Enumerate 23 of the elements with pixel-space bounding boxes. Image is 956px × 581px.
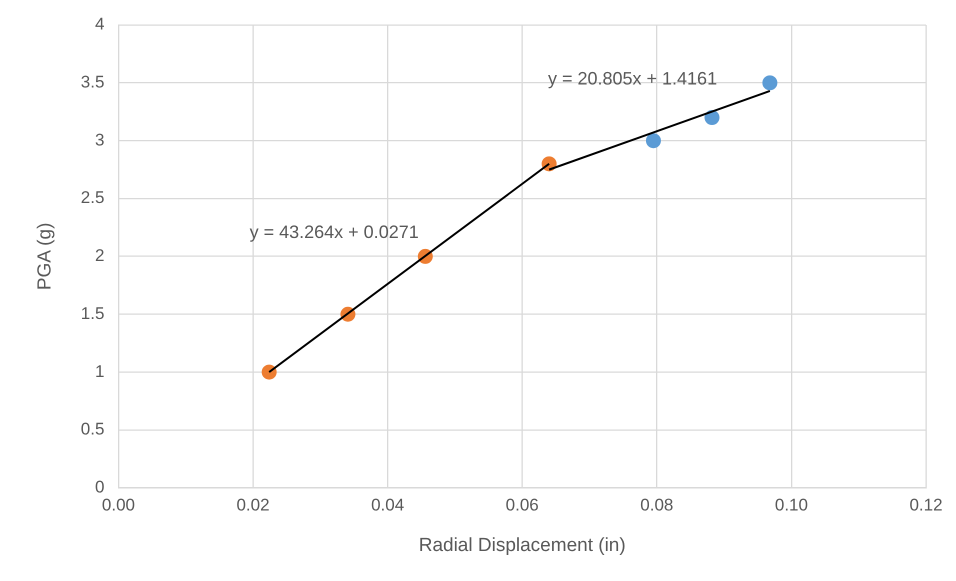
annotation: y = 43.264x + 0.0271 — [250, 222, 419, 242]
y-tick-label: 0.5 — [80, 420, 104, 439]
y-tick-label: 3 — [94, 130, 104, 150]
x-tick-label: 0.02 — [236, 496, 270, 515]
annotation: y = 20.805x + 1.4161 — [548, 68, 718, 88]
y-tick-label: 1.5 — [80, 304, 104, 323]
point — [646, 133, 661, 148]
y-tick-label: 1 — [94, 362, 104, 381]
y-tick-label: 2.5 — [80, 188, 104, 208]
x-tick-label: 0.06 — [506, 496, 539, 515]
y-tick-label: 2 — [94, 246, 104, 266]
point — [762, 75, 778, 90]
y-tick-label: 3.5 — [80, 72, 104, 92]
y-axis-title: PGA (g) — [34, 222, 56, 290]
x-tick-label: 0.08 — [640, 496, 674, 515]
x-tick-label: 0.10 — [774, 496, 808, 515]
x-tick-label: 0.04 — [371, 496, 404, 515]
point — [262, 364, 277, 380]
x-tick-label: 0.12 — [909, 496, 943, 515]
x-axis-title: Radial Displacement (in) — [418, 534, 626, 556]
x-tick-label: 0.00 — [102, 496, 135, 515]
y-tick-label: 4 — [94, 14, 104, 34]
y-tick-label: 0 — [94, 477, 104, 496]
